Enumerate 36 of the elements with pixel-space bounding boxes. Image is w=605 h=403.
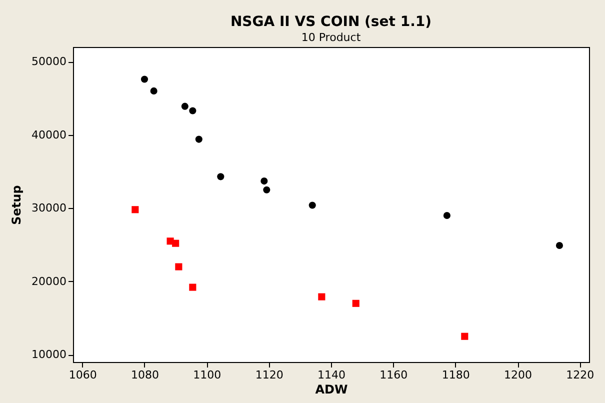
- y-tick-label: 10000: [32, 348, 66, 362]
- x-tick-label: 1220: [566, 368, 594, 382]
- y-tick-label: 40000: [32, 128, 66, 142]
- x-tick-label: 1140: [318, 368, 346, 382]
- point: [461, 332, 468, 340]
- point: [189, 284, 196, 291]
- point: [318, 293, 326, 300]
- point: [195, 136, 202, 143]
- point: [260, 178, 268, 185]
- point: [175, 263, 182, 270]
- x-tick-label: 1060: [68, 368, 97, 382]
- point: [443, 212, 450, 220]
- point: [140, 76, 148, 83]
- x-tick-label: 1120: [255, 368, 284, 382]
- point: [217, 173, 224, 180]
- point: [181, 102, 188, 110]
- x-tick-label: 1100: [193, 368, 222, 382]
- chart-title: NSGA II VS COIN (set 1.1): [230, 14, 432, 30]
- point: [132, 206, 139, 214]
- chart-subtitle: 10 Product: [301, 31, 362, 44]
- y-tick-label: 50000: [32, 55, 66, 68]
- y-tick-label: 20000: [32, 274, 66, 288]
- y-axis-title: Setup: [10, 184, 24, 225]
- y-tick-label: 30000: [32, 202, 66, 215]
- point: [150, 87, 158, 94]
- point: [263, 186, 270, 194]
- point: [556, 242, 564, 250]
- point: [308, 202, 316, 209]
- point: [172, 240, 180, 247]
- x-tick-label: 1180: [442, 368, 470, 382]
- x-axis-title: ADW: [315, 382, 348, 396]
- point: [189, 107, 196, 114]
- x-tick-label: 1080: [130, 368, 159, 382]
- x-tick-label: 1200: [504, 368, 532, 382]
- point: [352, 300, 360, 307]
- x-tick-label: 1160: [380, 368, 408, 382]
